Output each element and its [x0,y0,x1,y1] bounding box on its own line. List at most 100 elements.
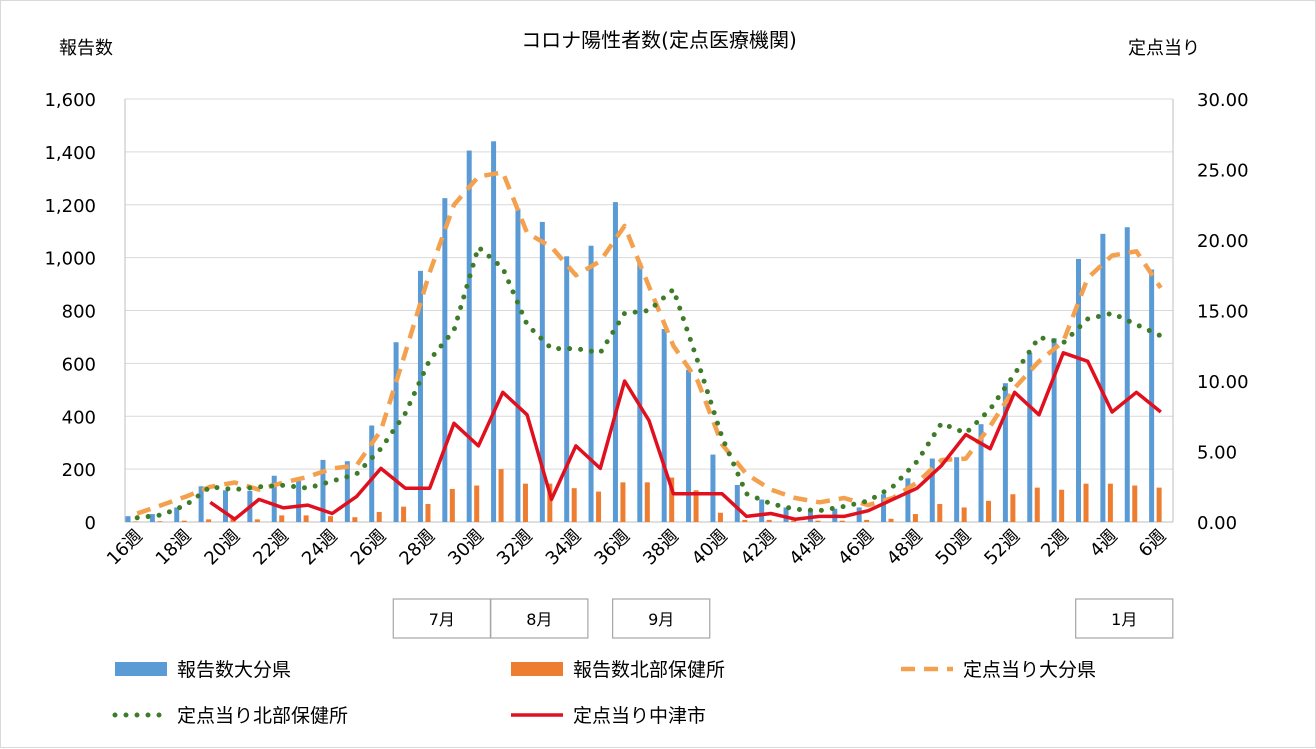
bar-northern-health-center [522,483,528,522]
legend-label: 定点当り中津市 [573,705,706,727]
bar-northern-health-center [376,511,382,522]
right-tick-label: 25.00 [1197,161,1249,182]
bar-oita-prefecture [442,198,448,522]
x-tick-label: 20週 [200,526,244,570]
x-tick-label: 48週 [883,526,927,570]
bar-northern-health-center [157,521,163,522]
bar-northern-health-center [498,469,504,522]
bar-oita-prefecture [1076,258,1082,522]
bar-northern-health-center [693,490,699,522]
month-box [490,598,589,639]
bar-oita-prefecture [881,494,887,522]
month-box [612,598,711,639]
x-tick-label: 4週 [1086,526,1122,562]
bar-oita-prefecture [954,457,960,522]
right-tick-label: 15.00 [1197,302,1249,323]
bar-northern-health-center [547,483,553,522]
right-tick-label: 5.00 [1197,443,1237,464]
left-tick-label: 600 [62,354,96,375]
line-teiten-oita-prefecture [136,170,1163,516]
month-label: 9月 [648,610,674,629]
bar-northern-health-center [474,485,480,522]
bar-northern-health-center [961,507,967,522]
bar-northern-health-center [839,520,845,522]
bar-oita-prefecture [320,459,326,522]
bar-northern-health-center [303,515,309,522]
bar-northern-health-center [1034,487,1040,522]
right-tick-label: 0.00 [1197,513,1237,534]
bar-oita-prefecture [296,481,302,522]
left-tick-label: 800 [62,302,96,323]
bar-oita-prefecture [1051,338,1057,522]
bar-northern-health-center [596,491,602,522]
bar-northern-health-center [815,520,821,522]
right-tick-label: 30.00 [1197,90,1249,111]
x-tick-label: 36週 [590,526,634,570]
bar-northern-health-center [1156,487,1162,522]
x-tick-label: 44週 [785,526,829,570]
left-tick-label: 1,600 [44,90,96,111]
x-tick-label: 6週 [1135,526,1171,562]
bar-oita-prefecture [661,329,667,522]
right-axis-ticks: 0.00 5.00 10.00 15.00 20.00 25.00 30.00 [1197,90,1249,534]
bar-northern-health-center [425,504,431,522]
bar-northern-health-center [644,482,650,522]
x-tick-label: 34週 [542,526,586,570]
bar-oita-prefecture [393,342,399,522]
bar-oita-prefecture [222,490,228,522]
bar-northern-health-center [742,519,748,522]
bar-northern-health-center [620,482,626,522]
x-tick-label: 30週 [444,526,488,570]
bar-oita-prefecture [539,221,545,522]
left-axis-label: 報告数 [59,38,113,59]
bar-oita-prefecture [344,461,350,522]
line-teiten-nakatsu-city [209,351,1162,521]
bar-northern-health-center [1010,494,1016,522]
legend-label: 定点当り北部保健所 [177,705,348,727]
left-tick-label: 400 [62,407,96,428]
legend-label: 定点当り大分県 [963,659,1096,681]
bar-oita-prefecture [686,369,692,522]
bar-oita-prefecture [1002,383,1008,522]
bar-northern-health-center [1083,483,1089,522]
left-tick-label: 1,000 [44,249,96,270]
right-tick-label: 10.00 [1197,372,1249,393]
chart-title: コロナ陽性者数(定点医療機関) [521,28,797,52]
bar-oita-prefecture [271,475,277,522]
bar-oita-prefecture [759,499,765,522]
x-tick-label: 40週 [688,526,732,570]
bar-northern-health-center [1107,483,1113,522]
month-labels: 7月 8月 9月 1月 [392,598,1174,639]
bar-northern-health-center [791,520,797,522]
bar-northern-health-center [352,517,358,522]
bar-northern-health-center [449,488,455,522]
bar-northern-health-center [206,519,212,522]
x-tick-label: 18週 [152,526,196,570]
bar-northern-health-center [327,516,333,522]
month-box [1075,598,1174,639]
bar-oita-prefecture [612,202,618,522]
x-tick-label: 46週 [834,526,878,570]
x-tick-label: 16週 [103,526,147,570]
bar-oita-prefecture [588,245,594,522]
legend-swatch [115,662,167,676]
x-tick-label: 22週 [249,526,293,570]
bar-northern-health-center [912,514,918,522]
bar-northern-health-center [864,519,870,522]
bar-oita-prefecture [978,424,984,522]
gridlines [124,98,1174,523]
left-tick-label: 1,400 [44,143,96,164]
left-tick-label: 1,200 [44,196,96,217]
bar-northern-health-center [669,477,675,522]
x-tick-label: 42週 [737,526,781,570]
x-axis-ticks: 16週 18週 20週 22週 24週 26週 28週 30週 32週 34週 36週 38週 40週 4… [103,526,1170,570]
bar-oita-prefecture [564,256,570,522]
bar-northern-health-center [181,520,187,522]
bar-oita-prefecture [929,458,935,522]
bar-oita-prefecture [174,507,180,522]
bar-northern-health-center [571,488,577,522]
bar-northern-health-center [254,519,260,522]
bar-oita-prefecture [369,425,375,522]
bar-oita-prefecture [637,262,643,522]
